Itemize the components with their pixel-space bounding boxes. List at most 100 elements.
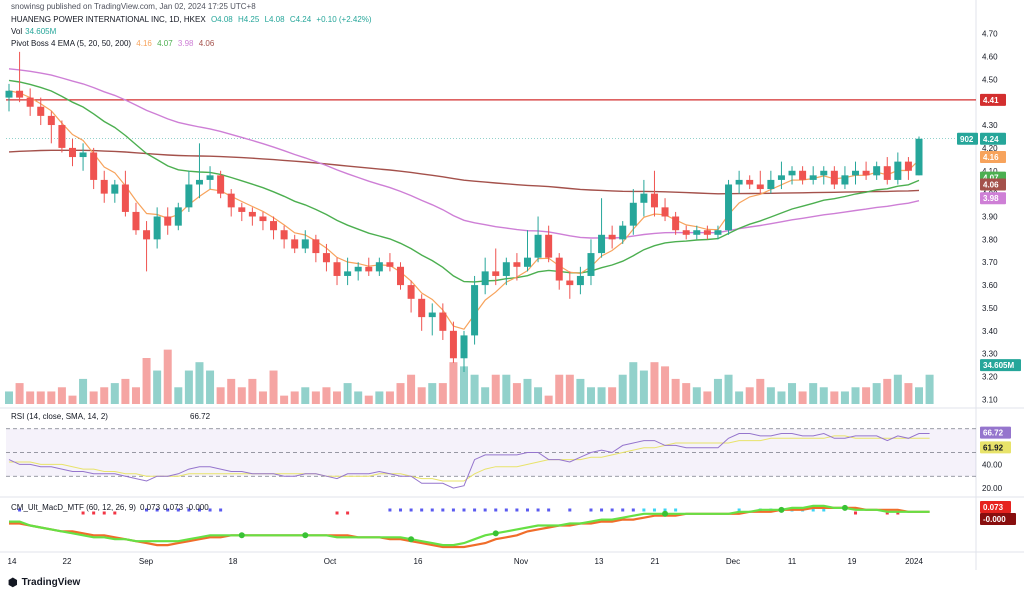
macd-histogram-bar <box>462 508 466 512</box>
candle <box>862 161 870 180</box>
price-tick-label: 3.10 <box>982 395 998 404</box>
candle-body <box>799 170 807 180</box>
candle-body <box>439 312 447 331</box>
candle <box>587 239 595 286</box>
volume-bar <box>428 383 437 404</box>
volume-bar <box>629 362 638 404</box>
candle <box>439 303 447 340</box>
candle <box>407 280 415 313</box>
candle-body <box>746 179 754 185</box>
candle <box>301 230 309 254</box>
candle-body <box>735 179 743 185</box>
price-tag: 4.16 <box>983 153 999 162</box>
macd-cross-marker <box>492 530 499 537</box>
candle-body <box>809 175 817 180</box>
price-tick-label: 3.90 <box>982 213 998 222</box>
level-tag: 4.41 <box>983 96 999 105</box>
candle <box>217 170 225 199</box>
candle-body <box>788 170 796 176</box>
candle-body <box>650 193 658 208</box>
volume-bar <box>417 387 426 404</box>
candle-body <box>693 230 701 235</box>
candle <box>90 147 98 190</box>
volume-bar <box>163 349 172 404</box>
macd-histogram-bar <box>525 508 529 512</box>
candle-body <box>555 257 563 281</box>
candle-body <box>301 239 309 249</box>
candle <box>322 243 330 272</box>
volume-bar <box>692 387 701 404</box>
macd-zero-tag-bg <box>980 513 1016 525</box>
macd-histogram-bar <box>737 508 741 512</box>
volume-bar <box>544 395 553 404</box>
candle <box>629 189 637 235</box>
volume-bar <box>904 383 913 404</box>
candle-body <box>608 234 616 240</box>
candle-body <box>354 266 362 272</box>
price-tick-label: 4.70 <box>982 30 998 39</box>
candle <box>714 225 722 240</box>
macd-histogram-bar <box>536 508 540 512</box>
macd-label: CM_Ult_MacD_MTF (60, 12, 26, 9) <box>11 503 136 512</box>
ohlc-low: L4.08 <box>264 15 285 24</box>
candle <box>121 170 129 217</box>
macd-histogram-bar <box>483 508 487 512</box>
tradingview-logo[interactable]: ⬢ TradingView <box>8 577 81 589</box>
price-tick-label: 3.40 <box>982 327 998 336</box>
candle-body <box>291 239 299 249</box>
volume-bar <box>735 391 744 404</box>
macd-histogram-bar <box>409 508 413 512</box>
candle <box>725 179 733 235</box>
macd-histogram-bar <box>145 508 149 512</box>
candle <box>333 257 341 286</box>
volume-bar <box>237 387 246 404</box>
volume-bar <box>364 395 373 404</box>
candle-body <box>894 161 902 180</box>
candle-body <box>841 175 849 185</box>
volume-bar <box>713 378 722 404</box>
candle-body <box>682 230 690 235</box>
candle-body <box>90 152 98 180</box>
candle <box>164 207 172 235</box>
volume-bar <box>460 366 468 404</box>
candle <box>682 225 690 240</box>
candle <box>703 225 711 240</box>
price-tag-bg <box>980 178 1006 191</box>
macd-histogram-bar <box>515 508 519 512</box>
price-tick-label: 3.80 <box>982 235 998 244</box>
candle-body <box>820 170 828 176</box>
macd-histogram-bar <box>430 508 434 512</box>
price-tag-bg <box>980 151 1006 164</box>
candle-body <box>322 253 330 263</box>
candle-body <box>375 262 383 272</box>
rsi-label: RSI (14, close, SMA, 14, 2) <box>11 412 108 421</box>
volume-bar <box>174 387 183 404</box>
candle <box>143 221 151 272</box>
volume-bar <box>862 387 871 404</box>
candle-body <box>238 207 246 212</box>
volume-bar <box>375 391 384 404</box>
volume-bar <box>280 395 289 404</box>
candle <box>502 257 510 286</box>
candle-body <box>344 271 352 276</box>
candle <box>735 170 743 194</box>
candle <box>513 253 521 281</box>
volume-bar <box>777 391 786 404</box>
volume-bar <box>597 387 606 404</box>
candle <box>904 157 912 180</box>
macd-zero-tag: -0.000 <box>983 515 1006 524</box>
macd-histogram-bar <box>208 508 212 512</box>
candle-body <box>153 216 161 240</box>
candle-body <box>206 175 214 180</box>
rsi-value-tag: 66.72 <box>983 429 1004 438</box>
volume-bar <box>269 370 278 404</box>
candle <box>111 179 119 203</box>
candle <box>312 234 320 263</box>
x-tick-label: 2024 <box>905 557 923 566</box>
candle-body <box>862 170 870 176</box>
candle-body <box>333 262 341 276</box>
price-tag-bg <box>980 192 1006 205</box>
candle <box>291 234 299 254</box>
volume-bar <box>872 383 881 404</box>
candle <box>481 257 489 295</box>
